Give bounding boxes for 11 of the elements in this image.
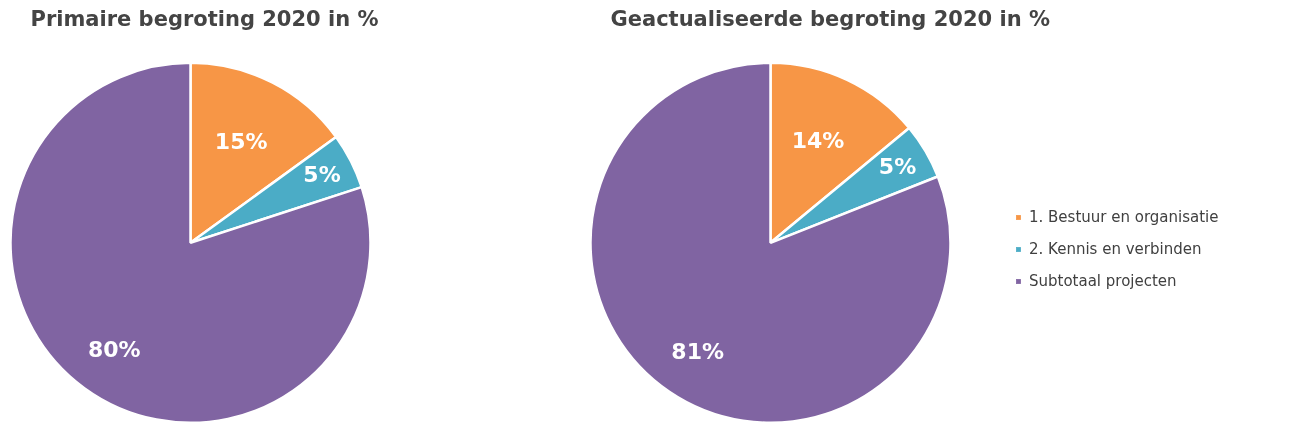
data-label: 15% <box>214 129 268 155</box>
legend-label: 2. Kennis en verbinden <box>1029 240 1202 258</box>
data-label: 5% <box>303 162 341 188</box>
data-label: 5% <box>878 154 917 180</box>
data-label: 80% <box>87 336 141 362</box>
chart-title: Primaire begroting 2020 in % <box>30 6 379 31</box>
legend-label: Subtotaal projecten <box>1029 272 1177 290</box>
legend-label: 1. Bestuur en organisatie <box>1029 208 1219 226</box>
data-label: 14% <box>791 127 845 153</box>
chart-title: Geactualiseerde begroting 2020 in % <box>610 6 1050 31</box>
data-label: 81% <box>671 339 724 365</box>
